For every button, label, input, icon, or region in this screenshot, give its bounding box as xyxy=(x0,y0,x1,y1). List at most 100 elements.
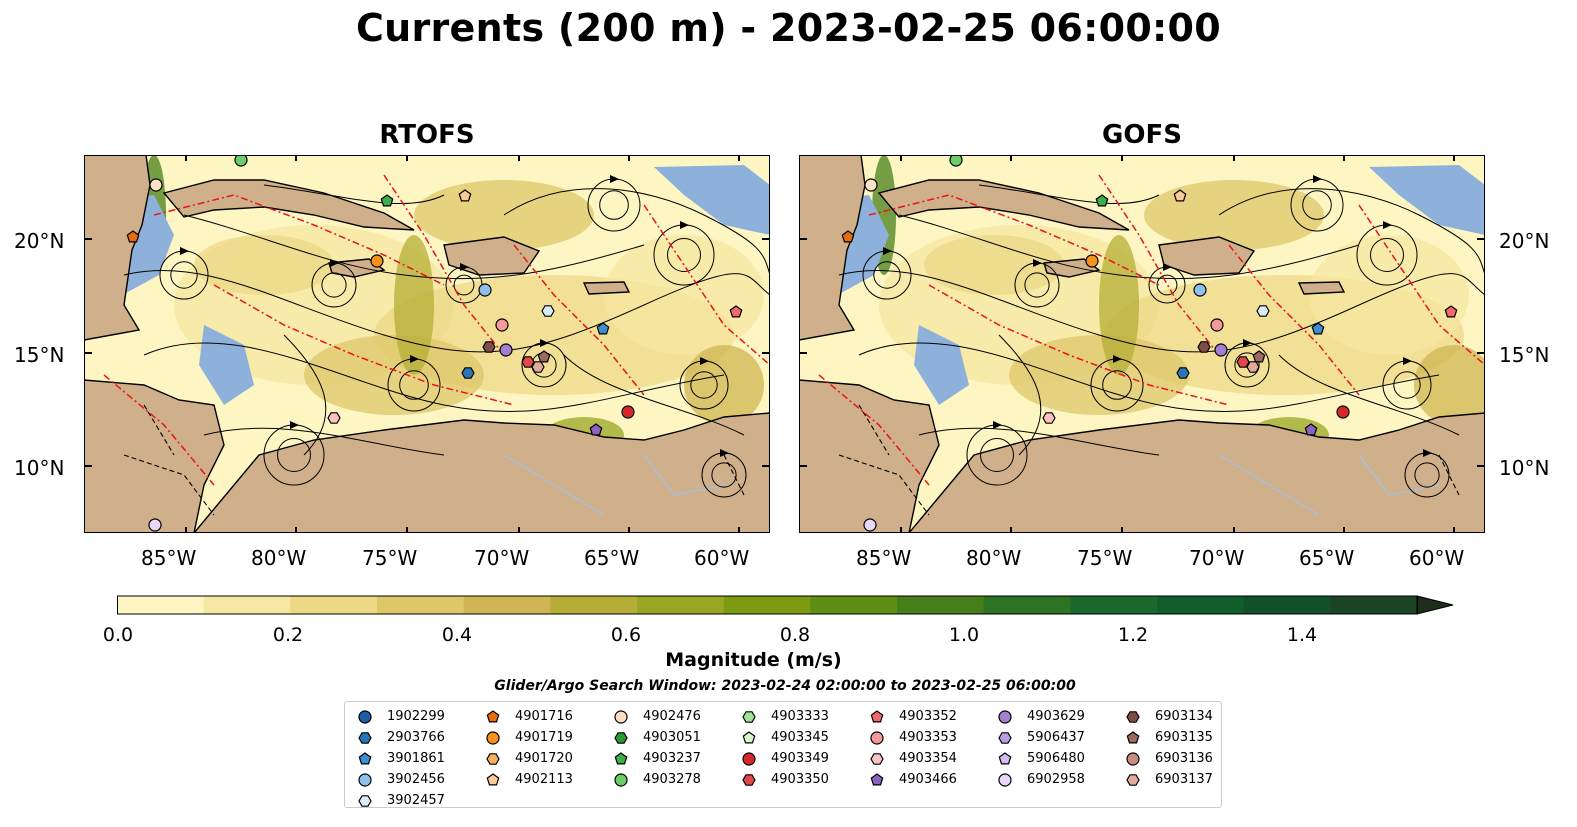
legend-label: 4903333 xyxy=(771,709,829,724)
hexagon-marker-icon xyxy=(614,731,628,744)
circle-marker-icon xyxy=(358,709,372,724)
eddy-streamline xyxy=(1234,352,1260,378)
legend-label: 5906437 xyxy=(1027,730,1085,745)
colorbar-segment xyxy=(117,596,205,614)
legend-item-4903349: 4903349 xyxy=(741,748,829,769)
flow-arrow xyxy=(1423,449,1432,457)
pentagon-marker-icon xyxy=(870,772,884,785)
lon-label-60w-gofs: 60°W xyxy=(1409,546,1465,570)
eddy-streamline xyxy=(690,371,718,399)
legend-item-3901861: 3901861 xyxy=(357,748,445,769)
transect-line xyxy=(818,374,930,486)
eddy-streamline xyxy=(1302,190,1332,220)
eddy-streamline xyxy=(170,261,198,289)
streamline xyxy=(203,427,445,456)
legend-marker xyxy=(358,731,372,744)
streamline xyxy=(283,334,327,456)
float-marker-6902958 xyxy=(148,518,162,532)
float-marker-6902958 xyxy=(863,518,877,532)
flow-arrow xyxy=(330,259,339,267)
legend-item-4903345: 4903345 xyxy=(741,727,829,748)
legend-item-4903237: 4903237 xyxy=(613,748,701,769)
map-panel-gofs[interactable] xyxy=(799,155,1485,533)
flow-arrow xyxy=(1313,175,1322,183)
float-marker-4903278 xyxy=(949,155,963,167)
legend-item-6903134: 6903134 xyxy=(1125,706,1213,727)
float-marker-4903352 xyxy=(1444,305,1458,318)
transect-line xyxy=(383,174,505,356)
legend-item-4903350: 4903350 xyxy=(741,769,829,790)
float-marker-6903134 xyxy=(482,341,496,353)
float-marker-4903629 xyxy=(499,343,513,357)
legend-column: 6903134 6903135 6903136 6903137 xyxy=(1125,706,1213,790)
pentagon-marker-icon xyxy=(486,772,500,785)
legend-marker xyxy=(614,772,628,787)
lon-label-70w-gofs: 70°W xyxy=(1189,546,1245,570)
legend-label: 4903278 xyxy=(643,772,701,787)
float-marker-3902457 xyxy=(541,305,555,317)
shallow-water xyxy=(199,325,254,405)
map-frame xyxy=(799,155,1485,533)
legend-item-4903333: 4903333 xyxy=(741,706,829,727)
legend-item-4903051: 4903051 xyxy=(613,727,701,748)
flow-arrow xyxy=(700,357,709,365)
float-marker-6903137 xyxy=(531,361,545,373)
flow-arrow xyxy=(883,247,892,255)
lat-label-10n-left: 10°N xyxy=(14,456,65,480)
flow-arrow xyxy=(993,421,1002,429)
float-marker-4901716 xyxy=(841,230,855,243)
map-panel-rtofs[interactable] xyxy=(84,155,770,533)
lon-label-65w-rtofs: 65°W xyxy=(584,546,640,570)
eddy-streamline xyxy=(1370,238,1404,272)
current-speed-patch xyxy=(1009,335,1189,415)
streamline xyxy=(183,214,645,280)
legend-marker xyxy=(742,730,756,743)
lon-label-60w-rtofs: 60°W xyxy=(694,546,750,570)
eddy-streamline xyxy=(1414,462,1440,488)
float-marker-3902457 xyxy=(1256,305,1270,317)
streamline xyxy=(143,342,725,413)
hexagon-marker-icon xyxy=(1126,773,1140,786)
streamline xyxy=(918,427,1160,456)
legend-label: 4901719 xyxy=(515,730,573,745)
legend-item-4903353: 4903353 xyxy=(869,727,957,748)
float-marker-4903466 xyxy=(589,423,603,436)
colorbar-label: Magnitude (m/s) xyxy=(665,649,842,671)
circle-marker-icon xyxy=(998,772,1012,787)
legend-item-4901720: 4901720 xyxy=(485,748,573,769)
hexagon-marker-icon xyxy=(870,752,884,765)
pentagon-marker-icon xyxy=(486,709,500,722)
legend-label: 4903350 xyxy=(771,772,829,787)
colorbar-segment xyxy=(203,596,291,614)
float-marker-4903278 xyxy=(234,155,248,167)
legend-marker xyxy=(1126,710,1140,723)
transect-line xyxy=(868,194,1160,286)
float-marker-4902476 xyxy=(149,178,163,192)
lon-label-85w-gofs: 85°W xyxy=(856,546,912,570)
float-marker-4902113 xyxy=(458,189,472,202)
legend-marker xyxy=(1126,751,1140,766)
panel-title-rtofs: RTOFS xyxy=(379,120,475,150)
legend-column: 4903333 4903345 4903349 4903350 xyxy=(741,706,829,790)
streamline xyxy=(898,214,1360,280)
colorbar-tick-3: 0.6 xyxy=(610,624,642,646)
border-line xyxy=(123,404,745,516)
hexagon-marker-icon xyxy=(358,731,372,744)
legend-item-4901719: 4901719 xyxy=(485,727,573,748)
current-speed-patch xyxy=(394,235,434,375)
lat-label-20n-right: 20°N xyxy=(1499,229,1550,253)
float-marker-3902456 xyxy=(1193,283,1207,297)
current-speed-patch xyxy=(1309,235,1469,355)
float-marker-4903237 xyxy=(1095,194,1109,207)
hexagon-marker-icon xyxy=(742,710,756,723)
circle-marker-icon xyxy=(486,730,500,745)
flow-arrow xyxy=(540,339,549,347)
legend-item-4903278: 4903278 xyxy=(613,769,701,790)
colorbar-extend-arrow xyxy=(1416,595,1454,615)
colorbar-tick-2: 0.4 xyxy=(441,624,473,646)
legend-label: 6902958 xyxy=(1027,772,1085,787)
legend-marker xyxy=(486,709,500,722)
legend-marker xyxy=(870,709,884,722)
float-marker-2903766 xyxy=(1176,367,1190,379)
eddy-streamline xyxy=(1024,272,1050,298)
